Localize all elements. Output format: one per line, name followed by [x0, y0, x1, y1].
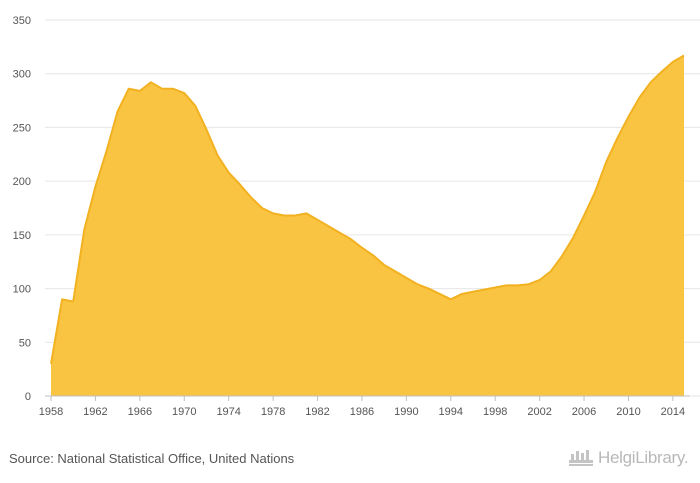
x-tick-label: 1966	[128, 406, 152, 418]
brand-logo: HelgiLibrary.	[568, 448, 689, 468]
x-tick-label: 1962	[83, 406, 107, 418]
y-tick-label: 350	[13, 15, 31, 27]
x-tick-label: 1974	[216, 406, 240, 418]
y-tick-label: 0	[25, 391, 31, 403]
x-tick-label: 1970	[172, 406, 196, 418]
y-tick-label: 300	[13, 69, 31, 81]
y-tick-label: 50	[19, 337, 31, 349]
x-tick-label: 1958	[39, 406, 63, 418]
helgi-logo-icon	[569, 450, 593, 466]
x-tick-label: 2002	[527, 406, 551, 418]
x-tick-label: 2006	[572, 406, 596, 418]
plot-area	[50, 54, 685, 396]
source-note: Source: National Statistical Office, Uni…	[9, 451, 295, 466]
x-tick-label: 2010	[616, 406, 640, 418]
y-tick-label: 250	[13, 122, 31, 134]
x-tick-label: 1982	[305, 406, 329, 418]
x-tick-label: 1994	[439, 406, 463, 418]
x-axis: 1958 1962 1966 1970 1974 1978 1982 1986 1990 1994…	[39, 395, 690, 418]
brand-name: HelgiLibrary.	[598, 448, 689, 467]
series-line	[50, 54, 685, 364]
x-tick-label: 1998	[483, 406, 507, 418]
chart-footer: Source: National Statistical Office, Uni…	[0, 438, 700, 483]
x-tick-label: 1978	[261, 406, 285, 418]
y-axis: 0 50 100 150 200 250 300 350	[13, 15, 31, 403]
x-tick-label: 1990	[394, 406, 418, 418]
x-tick-label: 2014	[661, 406, 685, 418]
x-tick-label: 1986	[350, 406, 374, 418]
y-tick-label: 150	[13, 230, 31, 242]
y-tick-label: 200	[13, 176, 31, 188]
y-tick-label: 100	[13, 284, 31, 296]
area-fill	[51, 55, 684, 396]
